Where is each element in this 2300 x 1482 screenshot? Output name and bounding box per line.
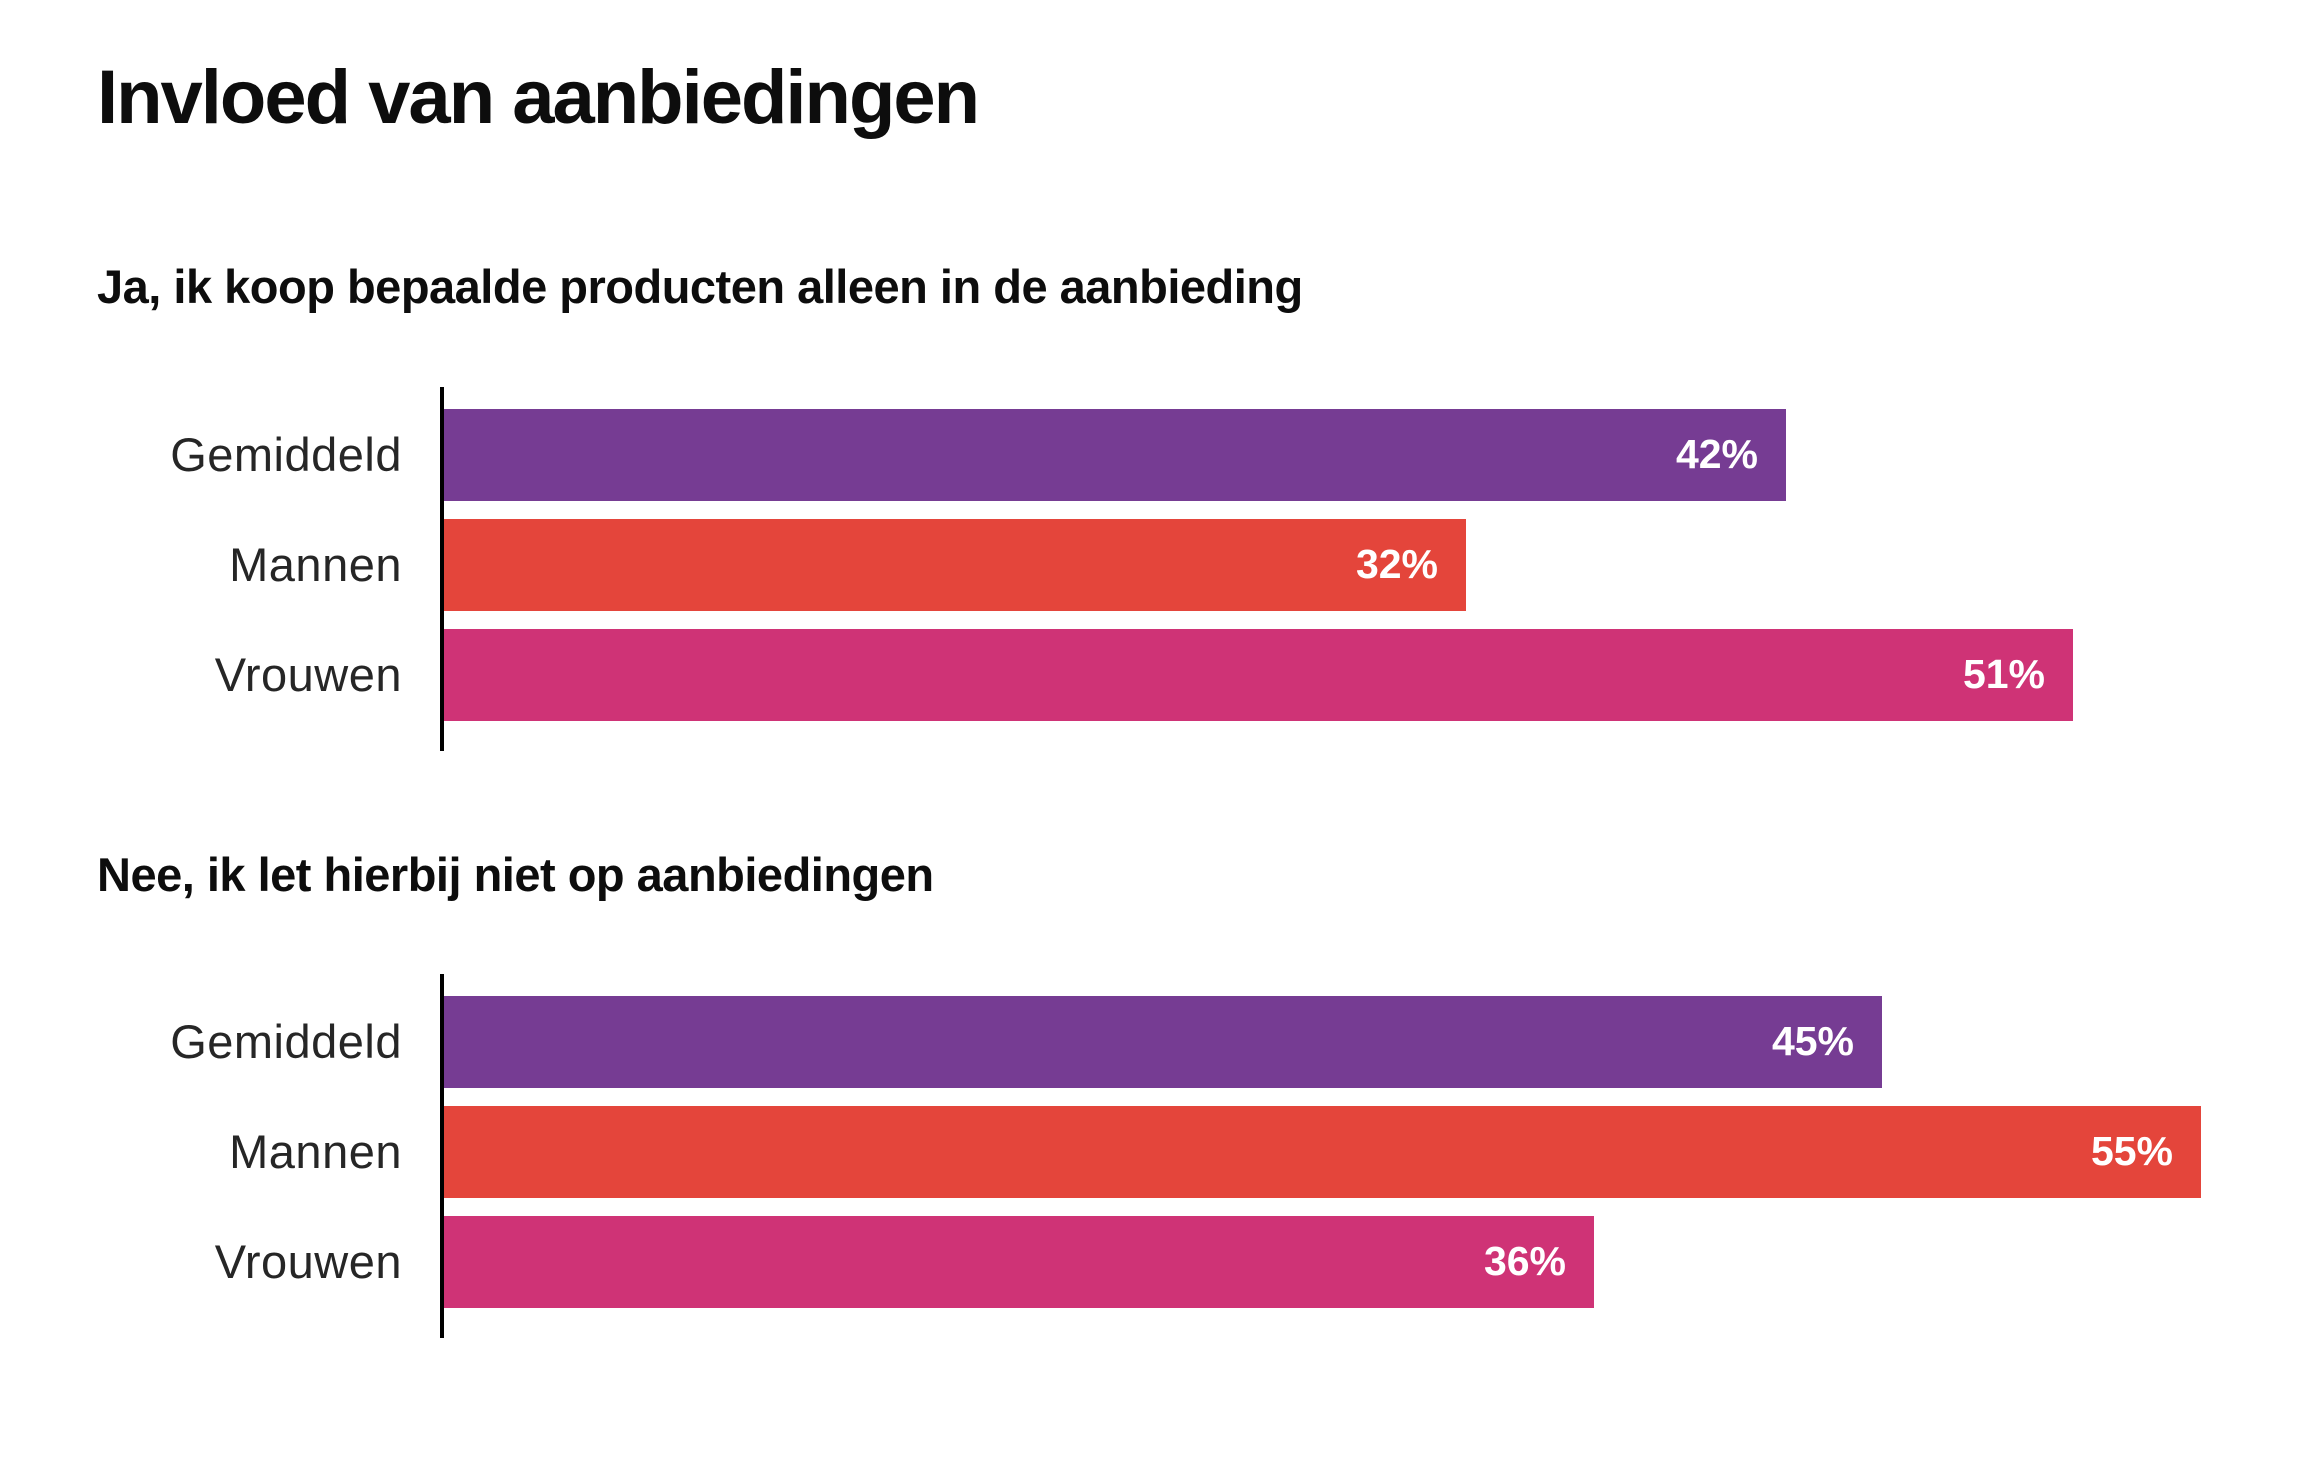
bar-track: 51% xyxy=(444,628,2207,721)
bar-track: 36% xyxy=(444,1215,2207,1308)
bar-chart-2: Gemiddeld 45% Mannen 55% Vrouwen 36% xyxy=(97,973,2207,1338)
category-label-mannen: Mannen xyxy=(229,1125,402,1179)
page-title: Invloed van aanbiedingen xyxy=(97,55,980,140)
bar-row: Vrouwen 51% xyxy=(97,620,2207,730)
bar-track: 45% xyxy=(444,995,2207,1088)
section-2-title: Nee, ik let hierbij niet op aanbiedingen xyxy=(97,847,934,901)
bar-row: Gemiddeld 45% xyxy=(97,987,2207,1097)
y-axis-line xyxy=(440,973,444,1338)
category-label-mannen: Mannen xyxy=(229,538,402,592)
bar-value-label: 42% xyxy=(1675,431,1758,478)
bar-row: Gemiddeld 42% xyxy=(97,400,2207,510)
infographic-page: Invloed van aanbiedingen Ja, ik koop bep… xyxy=(0,52,2300,1482)
bar-value-label: 45% xyxy=(1771,1018,1854,1065)
bar-mannen: 55% xyxy=(444,1105,2201,1198)
bar-track: 42% xyxy=(444,408,2207,501)
y-axis-line xyxy=(440,386,444,751)
bar-value-label: 36% xyxy=(1483,1238,1566,1285)
bar-gemiddeld: 42% xyxy=(444,408,1786,501)
bar-row: Mannen 55% xyxy=(97,1097,2207,1207)
bar-chart-1: Gemiddeld 42% Mannen 32% Vrouwen 51% xyxy=(97,386,2207,751)
bar-vrouwen: 36% xyxy=(444,1215,1594,1308)
bar-gemiddeld: 45% xyxy=(444,995,1882,1088)
category-label-gemiddeld: Gemiddeld xyxy=(170,428,402,482)
bar-row: Mannen 32% xyxy=(97,510,2207,620)
category-label-vrouwen: Vrouwen xyxy=(214,1235,402,1289)
bar-value-label: 32% xyxy=(1355,541,1438,588)
bar-row: Vrouwen 36% xyxy=(97,1207,2207,1317)
bar-vrouwen: 51% xyxy=(444,628,2073,721)
bar-value-label: 55% xyxy=(2090,1128,2173,1175)
section-1-title: Ja, ik koop bepaalde producten alleen in… xyxy=(97,260,1303,314)
category-label-vrouwen: Vrouwen xyxy=(214,648,402,702)
bar-track: 32% xyxy=(444,518,2207,611)
bar-track: 55% xyxy=(444,1105,2207,1198)
bar-mannen: 32% xyxy=(444,518,1466,611)
category-label-gemiddeld: Gemiddeld xyxy=(170,1015,402,1069)
bar-value-label: 51% xyxy=(1962,651,2045,698)
